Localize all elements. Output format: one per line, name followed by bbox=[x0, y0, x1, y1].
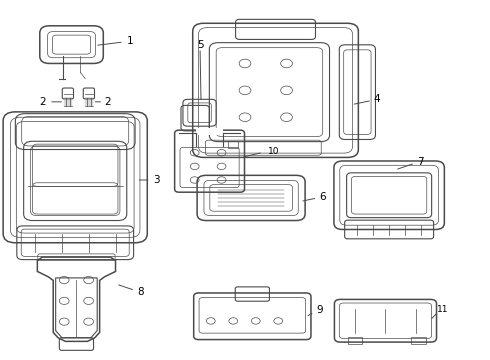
Text: 7: 7 bbox=[416, 157, 423, 167]
Text: 2: 2 bbox=[104, 97, 111, 107]
Text: 4: 4 bbox=[373, 94, 380, 104]
Text: 8: 8 bbox=[137, 287, 144, 297]
Bar bbox=[196, 128, 223, 135]
Text: 10: 10 bbox=[268, 147, 279, 156]
Text: 2: 2 bbox=[39, 97, 46, 107]
Text: 5: 5 bbox=[197, 40, 203, 50]
Bar bbox=[347, 337, 362, 344]
Text: 6: 6 bbox=[319, 192, 325, 202]
Text: 9: 9 bbox=[316, 305, 322, 315]
Bar bbox=[228, 141, 238, 148]
Text: 11: 11 bbox=[437, 305, 448, 314]
Text: 1: 1 bbox=[127, 36, 133, 46]
Bar bbox=[411, 337, 426, 344]
Text: 3: 3 bbox=[153, 175, 159, 185]
